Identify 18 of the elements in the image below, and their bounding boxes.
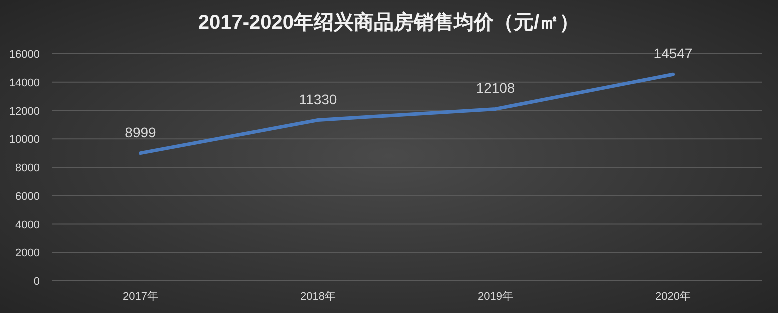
x-tick-label: 2018年 (300, 291, 336, 303)
y-tick-label: 6000 (16, 190, 40, 203)
data-label: 8999 (125, 124, 157, 140)
y-tick-label: 8000 (16, 162, 40, 174)
y-tick-label: 14000 (9, 77, 40, 90)
chart-title: 2017-2020年绍兴商品房销售均价（元/㎡） (198, 11, 580, 34)
y-tick-label: 10000 (9, 134, 40, 146)
y-tick-label: 16000 (9, 49, 40, 61)
data-label: 12108 (476, 80, 516, 96)
y-tick-label: 2000 (16, 248, 40, 260)
y-tick-label: 4000 (16, 219, 40, 232)
data-label: 11330 (299, 91, 338, 108)
x-tick-label: 2020年 (656, 291, 691, 303)
y-tick-label: 12000 (9, 106, 40, 118)
x-tick-label: 2017年 (123, 291, 158, 303)
x-tick-label: 2019年 (478, 291, 514, 303)
y-tick-label: 0 (34, 276, 40, 288)
data-label: 14547 (654, 46, 693, 62)
